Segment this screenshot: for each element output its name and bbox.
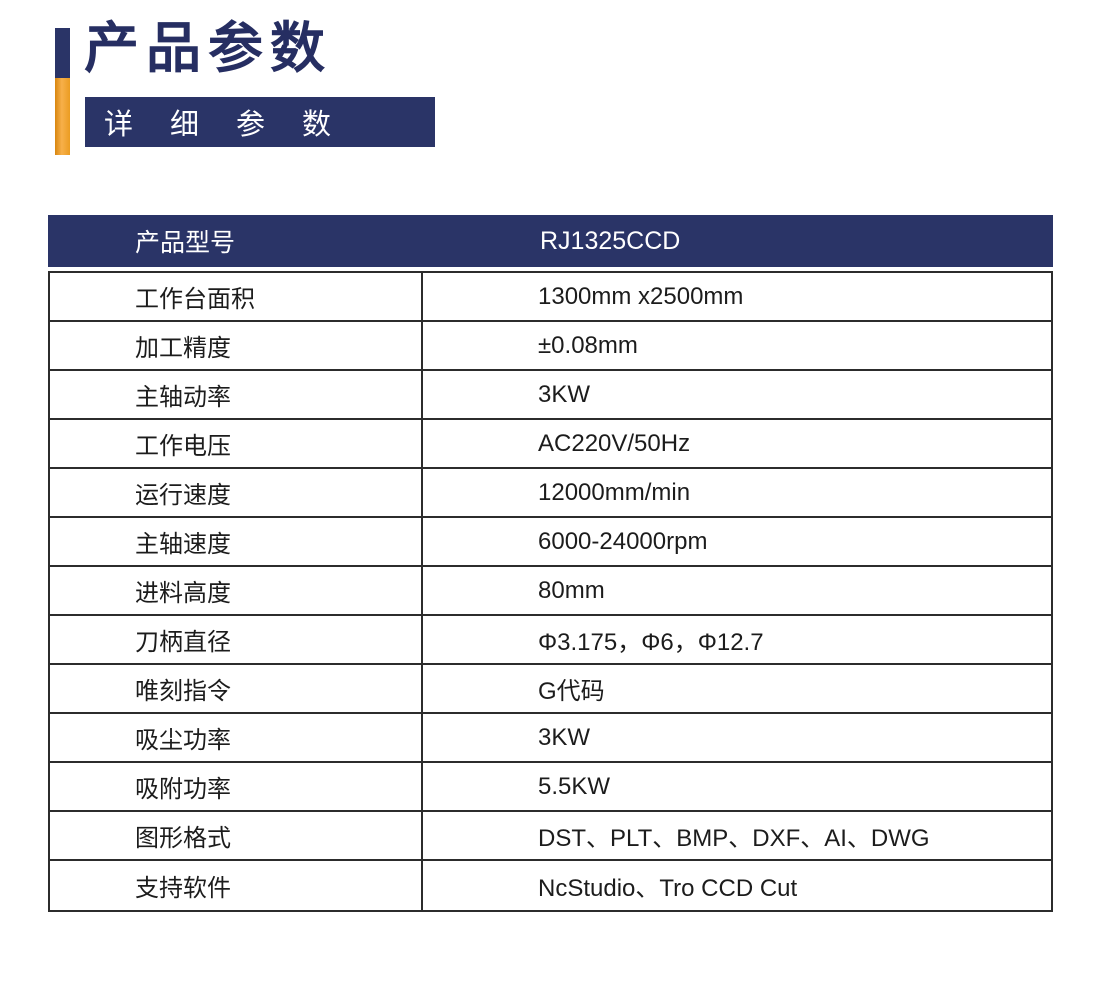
spec-value-cell: Φ3.175，Φ6，Φ12.7	[423, 616, 1051, 663]
spec-value-cell: AC220V/50Hz	[423, 420, 1051, 467]
accent-bar-navy-segment	[55, 28, 70, 78]
spec-value-cell: G代码	[423, 665, 1051, 712]
spec-value: 5.5KW	[538, 772, 611, 800]
spec-header-value-cell: RJ1325CCD	[423, 215, 1053, 267]
table-row: 吸附功率 5.5KW	[50, 763, 1051, 812]
spec-label: 图形格式	[135, 825, 231, 852]
spec-label: 工作台面积	[135, 286, 255, 313]
table-row: 加工精度 ±0.08mm	[50, 322, 1051, 371]
spec-value: 1300mm x2500mm	[538, 282, 744, 310]
spec-header-label-cell: 产品型号	[48, 215, 423, 267]
spec-label: 主轴速度	[135, 531, 231, 558]
spec-value: 6000-24000rpm	[538, 527, 708, 555]
spec-label-cell: 进料高度	[50, 567, 423, 614]
spec-label-cell: 吸尘功率	[50, 714, 423, 761]
spec-value-cell: 3KW	[423, 714, 1051, 761]
spec-value-cell: 80mm	[423, 567, 1051, 614]
spec-label: 加工精度	[135, 335, 231, 362]
spec-label-cell: 支持软件	[50, 861, 423, 910]
spec-value-cell: ±0.08mm	[423, 322, 1051, 369]
spec-value: 12000mm/min	[538, 478, 691, 506]
spec-value: G代码	[538, 678, 605, 705]
spec-value-cell: 1300mm x2500mm	[423, 273, 1051, 320]
spec-label: 刀柄直径	[135, 629, 231, 656]
subtitle-text: 详细参数	[104, 109, 369, 141]
table-row: 主轴动率 3KW	[50, 371, 1051, 420]
product-model: RJ1325CCD	[540, 226, 681, 255]
spec-value-cell: DST、PLT、BMP、DXF、AI、DWG	[423, 812, 1051, 859]
spec-value: Φ3.175，Φ6，Φ12.7	[538, 629, 764, 656]
spec-table: 产品型号 RJ1325CCD 工作台面积 1300mm x2500mm 加工精度…	[48, 215, 1053, 912]
spec-label-cell: 刀柄直径	[50, 616, 423, 663]
table-row: 运行速度 12000mm/min	[50, 469, 1051, 518]
table-row: 主轴速度 6000-24000rpm	[50, 518, 1051, 567]
accent-bar-orange-segment	[55, 78, 70, 155]
table-row: 进料高度 80mm	[50, 567, 1051, 616]
spec-label-cell: 工作台面积	[50, 273, 423, 320]
table-row: 工作台面积 1300mm x2500mm	[50, 273, 1051, 322]
spec-label: 唯刻指令	[135, 678, 231, 705]
spec-value-cell: NcStudio、Tro CCD Cut	[423, 861, 1051, 910]
spec-label-cell: 主轴动率	[50, 371, 423, 418]
spec-value-cell: 3KW	[423, 371, 1051, 418]
spec-label: 工作电压	[135, 433, 231, 460]
table-row: 吸尘功率 3KW	[50, 714, 1051, 763]
spec-value: ±0.08mm	[538, 331, 638, 359]
table-row: 工作电压 AC220V/50Hz	[50, 420, 1051, 469]
spec-label-cell: 运行速度	[50, 469, 423, 516]
spec-value: 80mm	[538, 576, 605, 604]
spec-label-cell: 工作电压	[50, 420, 423, 467]
spec-label-cell: 唯刻指令	[50, 665, 423, 712]
spec-label: 吸附功率	[135, 776, 231, 803]
title-accent-bar	[55, 28, 70, 155]
spec-label-cell: 图形格式	[50, 812, 423, 859]
spec-label: 吸尘功率	[135, 727, 231, 754]
table-row: 唯刻指令 G代码	[50, 665, 1051, 714]
table-row: 图形格式 DST、PLT、BMP、DXF、AI、DWG	[50, 812, 1051, 861]
spec-label: 运行速度	[135, 482, 231, 509]
spec-label-cell: 吸附功率	[50, 763, 423, 810]
spec-table-header-row: 产品型号 RJ1325CCD	[48, 215, 1053, 267]
spec-label: 支持软件	[135, 875, 231, 902]
spec-label-cell: 加工精度	[50, 322, 423, 369]
spec-table-body: 工作台面积 1300mm x2500mm 加工精度 ±0.08mm 主轴动率 3…	[48, 271, 1053, 912]
spec-label: 进料高度	[135, 580, 231, 607]
subtitle-banner: 详细参数	[85, 97, 435, 147]
spec-header-label: 产品型号	[135, 229, 236, 257]
table-row: 刀柄直径 Φ3.175，Φ6，Φ12.7	[50, 616, 1051, 665]
table-row: 支持软件 NcStudio、Tro CCD Cut	[50, 861, 1051, 910]
page-title: 产品参数	[84, 17, 333, 79]
spec-value-cell: 12000mm/min	[423, 469, 1051, 516]
spec-label-cell: 主轴速度	[50, 518, 423, 565]
spec-label: 主轴动率	[135, 384, 231, 411]
spec-value-cell: 6000-24000rpm	[423, 518, 1051, 565]
spec-value: AC220V/50Hz	[538, 429, 691, 457]
spec-value: 3KW	[538, 723, 591, 751]
spec-value-cell: 5.5KW	[423, 763, 1051, 810]
spec-value: NcStudio、Tro CCD Cut	[538, 875, 798, 902]
spec-value: 3KW	[538, 380, 591, 408]
spec-value: DST、PLT、BMP、DXF、AI、DWG	[538, 825, 930, 852]
